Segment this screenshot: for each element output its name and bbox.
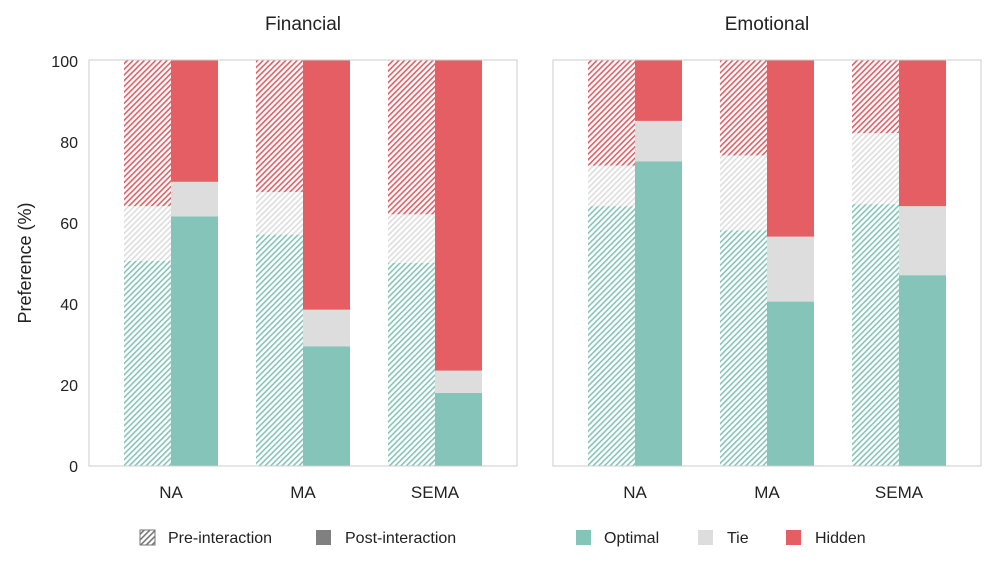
bar-segment-pre-sema-tie: [388, 214, 435, 263]
bar-segment-pre-sema-hidden: [388, 60, 435, 215]
bar-segment-pre-ma-hidden: [720, 60, 767, 156]
bar-segment-post-ma-optimal: [303, 346, 350, 466]
bar-segment-pre-na-optimal: [124, 260, 171, 466]
bar-segment-pre-ma-hidden: [256, 60, 303, 192]
bars-financial: [124, 60, 482, 466]
y-tick-label: 100: [51, 54, 78, 71]
bar-segment-post-na-optimal: [635, 161, 682, 466]
bar-segment-pre-na-hidden: [588, 60, 635, 166]
legend-swatch-optimal: [576, 530, 591, 545]
panel-title-emotional: Emotional: [725, 14, 810, 35]
bar-segment-post-ma-tie: [303, 309, 350, 347]
bar-segment-pre-na-tie: [124, 206, 171, 261]
x-tick-label: MA: [290, 483, 316, 502]
plot-frame-financial: [88, 59, 518, 467]
bar-segment-post-na-hidden: [635, 60, 682, 121]
bar-segment-post-ma-hidden: [303, 60, 350, 310]
bar-segment-post-na-tie: [171, 181, 218, 217]
bar-segment-pre-sema-optimal: [852, 204, 899, 466]
bar-segment-post-ma-hidden: [767, 60, 814, 237]
legend-label-tie: Tie: [727, 530, 749, 547]
legend-patterns: Pre-interaction Post-interaction: [139, 529, 456, 547]
bar-segment-post-sema-tie: [435, 370, 482, 393]
plot-frame-emotional: [552, 59, 982, 467]
x-tick-label: NA: [159, 483, 183, 502]
bar-segment-post-ma-optimal: [767, 301, 814, 466]
bar-segment-post-na-tie: [635, 120, 682, 162]
legend-colors: Optimal Tie Hidden: [576, 530, 866, 547]
y-tick-label: 80: [60, 135, 78, 152]
bar-segment-pre-ma-tie: [256, 191, 303, 235]
legend-swatch-hidden: [786, 530, 801, 545]
x-tick-labels-financial: NA MA SEMA: [159, 483, 460, 502]
bar-segment-post-na-hidden: [171, 60, 218, 182]
bar-segment-post-sema-hidden: [899, 60, 946, 207]
bar-segment-pre-sema-hidden: [852, 60, 899, 134]
bar-segment-post-na-optimal: [171, 216, 218, 466]
x-tick-label: SEMA: [411, 483, 460, 502]
x-tick-label: NA: [623, 483, 647, 502]
y-tick-label: 60: [60, 216, 78, 233]
bar-segment-pre-ma-optimal: [256, 234, 303, 466]
bar-segment-pre-sema-optimal: [388, 263, 435, 466]
legend-label-optimal: Optimal: [604, 530, 659, 547]
legend-swatch-pre-interaction: [139, 529, 156, 546]
y-tick-label: 40: [60, 297, 78, 314]
bar-segment-post-sema-optimal: [435, 392, 482, 466]
panel-financial: Financial NA MA SEMA 0 20 40 60 80 100 P…: [15, 14, 518, 502]
y-tick-label: 0: [69, 459, 78, 476]
y-axis-label: Preference (%): [15, 202, 35, 323]
x-tick-label: MA: [754, 483, 780, 502]
bar-segment-pre-na-optimal: [588, 206, 635, 466]
bar-segment-post-sema-tie: [899, 206, 946, 276]
legend-label-pre-interaction: Pre-interaction: [168, 530, 272, 547]
bar-segment-post-sema-hidden: [435, 60, 482, 371]
bar-segment-pre-sema-tie: [852, 133, 899, 205]
y-tick-label: 20: [60, 378, 78, 395]
bar-segment-pre-na-tie: [588, 165, 635, 207]
legend-swatch-post-interaction: [316, 530, 331, 545]
panel-emotional: Emotional NA MA SEMA: [552, 14, 982, 502]
bar-segment-pre-ma-tie: [720, 155, 767, 231]
x-tick-labels-emotional: NA MA SEMA: [623, 483, 924, 502]
bars-emotional: [588, 60, 946, 466]
y-tick-labels: 0 20 40 60 80 100: [51, 54, 78, 476]
legend-swatch-tie: [698, 530, 713, 545]
legend-label-hidden: Hidden: [815, 530, 866, 547]
bar-segment-post-sema-optimal: [899, 275, 946, 466]
bar-segment-post-ma-tie: [767, 236, 814, 302]
x-tick-label: SEMA: [875, 483, 924, 502]
legend-label-post-interaction: Post-interaction: [345, 530, 456, 547]
panel-title-financial: Financial: [265, 14, 341, 35]
bar-segment-pre-na-hidden: [124, 60, 171, 207]
bar-segment-pre-ma-optimal: [720, 230, 767, 466]
